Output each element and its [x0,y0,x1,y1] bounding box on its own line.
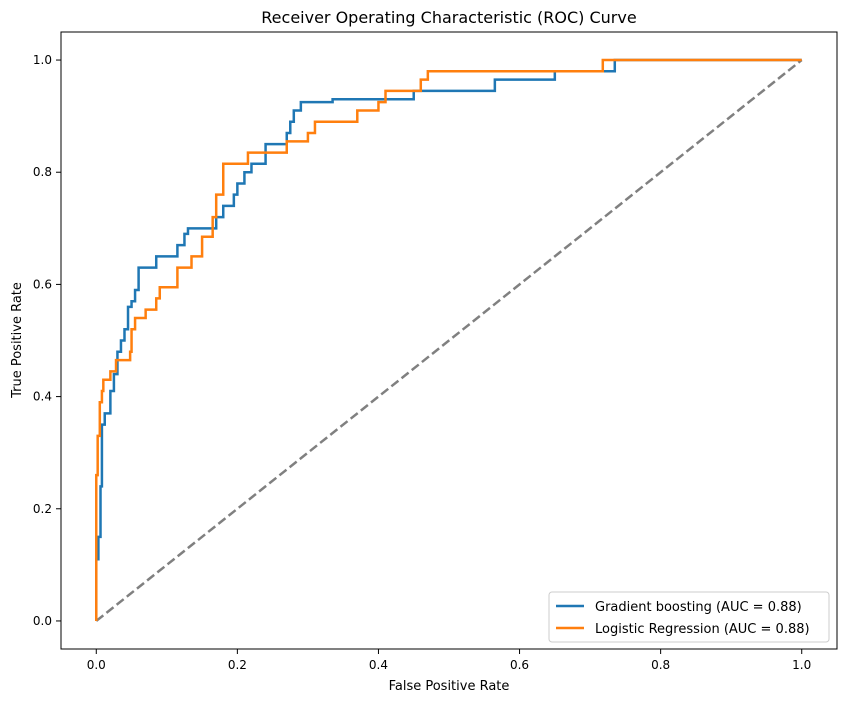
y-tick-label: 0.2 [33,502,52,516]
y-axis-label: True Positive Rate [10,282,25,399]
y-tick-label: 0.8 [33,165,52,179]
legend-frame [548,591,830,643]
series-layer [95,58,803,622]
y-tick-label: 0.6 [33,277,52,291]
legend-label-gradient-boosting: Gradient boosting (AUC = 0.88) [595,600,802,615]
x-tick-label: 0.8 [651,658,670,672]
x-tick-label: 0.4 [369,658,388,672]
x-axis-label: False Positive Rate [389,679,510,694]
y-tick-label: 0.0 [33,614,52,628]
logistic-regression-curve [95,58,802,621]
gradient-boosting-curve [95,58,802,621]
plot-frame [60,31,838,650]
x-tick-label: 0.0 [87,658,106,672]
x-tick-label: 1.0 [792,658,811,672]
plot-area [60,31,838,650]
chance-diagonal [95,59,803,622]
x-axis: 0.0 0.2 0.4 0.6 0.8 1.0 [87,649,811,672]
y-tick-label: 0.4 [33,390,52,404]
x-tick-label: 0.2 [228,658,247,672]
chart-title: Receiver Operating Characteristic (ROC) … [261,8,636,27]
legend-label-logistic-regression: Logistic Regression (AUC = 0.88) [595,622,810,637]
x-tick-label: 0.6 [510,658,529,672]
legend: Gradient boosting (AUC = 0.88) Logistic … [548,591,830,643]
y-tick-label: 1.0 [33,53,52,67]
y-axis: 0.0 0.2 0.4 0.6 0.8 1.0 [33,53,61,628]
